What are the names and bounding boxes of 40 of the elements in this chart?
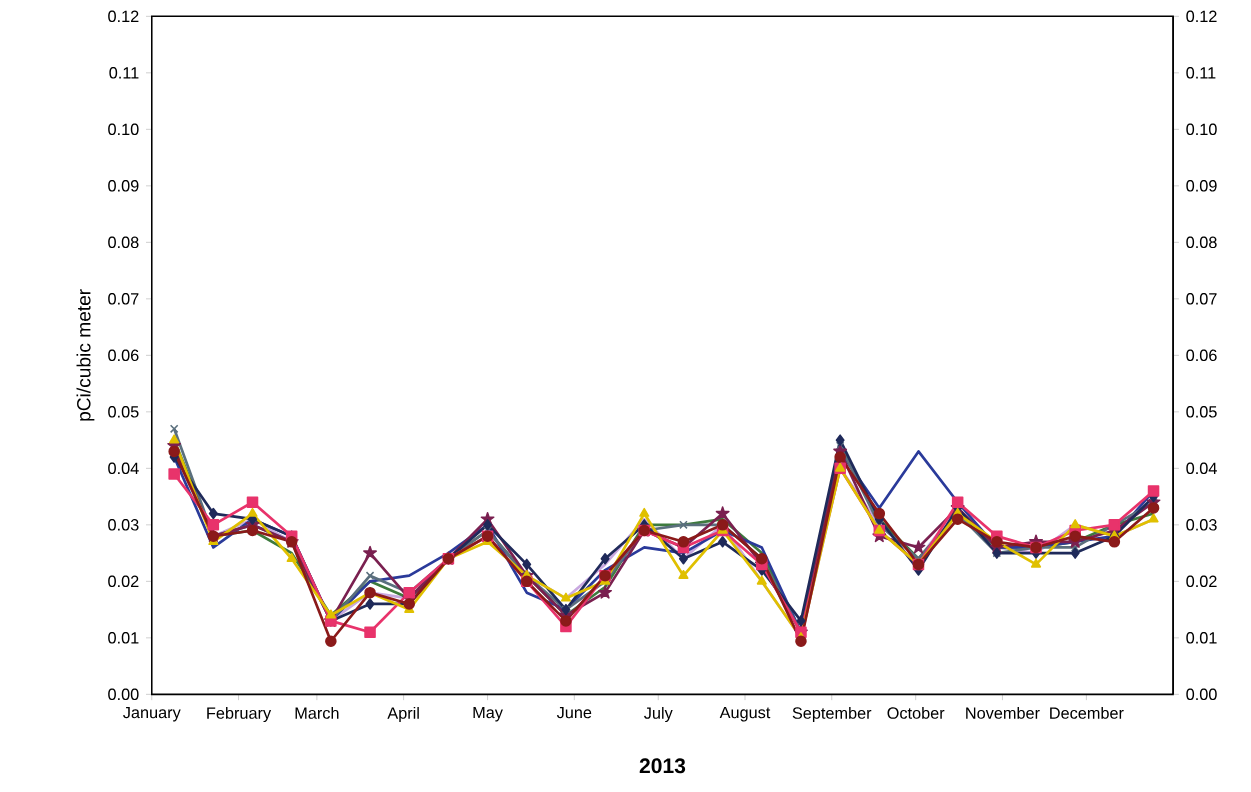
y-tick-label: 0.07 (108, 292, 139, 305)
y-tick-label: 0.03 (108, 518, 139, 531)
y2-tick-label: 0.07 (1186, 292, 1217, 305)
y2-tick-label: 0.03 (1186, 518, 1217, 531)
y-tick-label: 0.12 (108, 10, 139, 22)
y-tick-label: 0.01 (108, 631, 139, 644)
x-tick-label: June (556, 706, 592, 719)
x-tick-label: September (792, 706, 872, 722)
x-tick-label: October (887, 706, 945, 719)
x-tick-label: January (123, 706, 181, 722)
x-tick-label: August (719, 706, 771, 722)
y2-tick-label: 0.10 (1186, 123, 1217, 135)
y2-tick-label: 0.01 (1186, 631, 1217, 644)
y2-tick-label: 0.09 (1186, 179, 1217, 192)
x-tick-label: July (644, 706, 673, 722)
y2-tick-label: 0.12 (1186, 10, 1217, 22)
y-tick-label: 0.08 (108, 236, 139, 248)
x-tick-label: March (295, 706, 339, 719)
x-tick-label: April (387, 706, 419, 722)
y-tick-label: 0.09 (108, 179, 139, 192)
x-tick-label: November (966, 706, 1040, 719)
y2-tick-label: 0.02 (1186, 575, 1217, 587)
x-tick-label: February (207, 706, 272, 722)
x-tick-label: December (1050, 706, 1124, 719)
x-tick-label: May (473, 706, 503, 722)
y2-tick-label: 0.05 (1186, 405, 1217, 418)
y2-tick-label: 0.00 (1186, 688, 1217, 700)
y2-tick-label: 0.08 (1186, 236, 1217, 248)
y-axis-title: pCi/cubic meter (76, 288, 95, 421)
y2-tick-label: 0.06 (1186, 349, 1217, 361)
x-axis-title: 2013 (639, 758, 686, 774)
y-tick-label: 0.11 (109, 66, 139, 79)
y-tick-label: 0.06 (108, 349, 139, 361)
y-tick-label: 0.04 (108, 462, 139, 474)
y2-tick-label: 0.11 (1186, 66, 1216, 79)
y-tick-label: 0.00 (108, 688, 139, 700)
y-tick-label: 0.10 (108, 123, 139, 135)
y-tick-label: 0.05 (108, 405, 139, 418)
y-tick-label: 0.02 (108, 575, 139, 587)
y2-tick-label: 0.04 (1186, 462, 1217, 474)
